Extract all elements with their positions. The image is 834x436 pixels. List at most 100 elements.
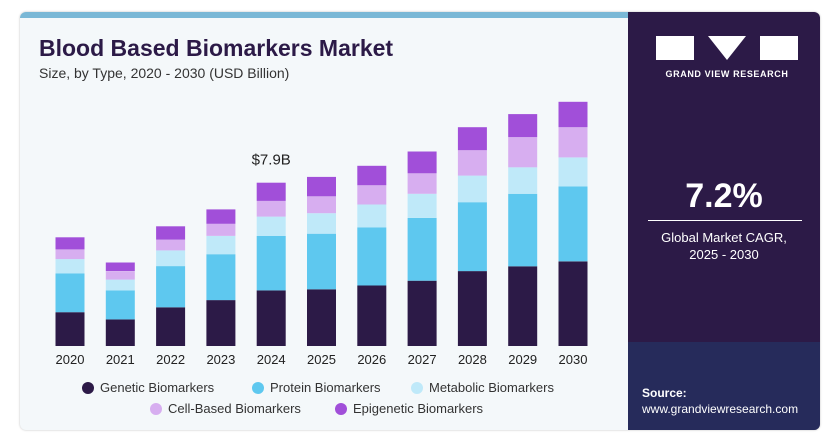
x-tick-label-2030: 2030 — [559, 352, 588, 367]
legend-swatch-cell-based — [150, 403, 162, 415]
bar-2022-metabolic-biomarkers — [156, 250, 186, 267]
chart-title: Blood Based Biomarkers Market — [39, 35, 394, 61]
bar-2028-genetic-biomarkers — [457, 271, 487, 346]
stacked-bar-chart: 2020 2021 2022 2023 2024 2025 2026 2027 2028 2029… — [55, 101, 588, 367]
legend-genetic: Genetic Biomarkers — [82, 380, 214, 395]
bar-2025-genetic-biomarkers — [307, 289, 336, 346]
bar-2024-metabolic-biomarkers — [256, 216, 286, 236]
bar-2030-protein-biomarkers — [558, 186, 588, 262]
x-tick-label-2022: 2022 — [156, 352, 185, 367]
legend-swatch-metabolic — [411, 382, 423, 394]
bar-2029-metabolic-biomarkers — [508, 167, 538, 194]
legend-label-metabolic: Metabolic Biomarkers — [429, 380, 554, 395]
bar-2026-epigenetic-biomarkers — [357, 165, 387, 186]
bar-2028-epigenetic-biomarkers — [457, 127, 487, 151]
cagr-value: 7.2% — [685, 177, 763, 215]
legend-label-genetic: Genetic Biomarkers — [100, 380, 215, 395]
logo-block-left — [656, 36, 694, 60]
bar-2022-cell-based-biomarkers — [156, 239, 186, 251]
bar-2021-protein-biomarkers — [105, 290, 135, 320]
bar-2026-protein-biomarkers — [357, 227, 387, 286]
bar-2024-cell-based-biomarkers — [256, 200, 286, 217]
bar-2027-protein-biomarkers — [407, 217, 437, 281]
bar-2028-metabolic-biomarkers — [457, 175, 487, 203]
legend-epigenetic: Epigenetic Biomarkers — [335, 401, 483, 416]
cagr-label: Global Market CAGR, 2025 - 2030 — [628, 229, 820, 263]
bar-2025-protein-biomarkers — [307, 233, 336, 290]
bar-2020-cell-based-biomarkers — [55, 249, 85, 260]
legend-metabolic: Metabolic Biomarkers — [411, 380, 554, 395]
bar-2023-protein-biomarkers — [206, 254, 236, 301]
bar-2021-cell-based-biomarkers — [105, 271, 135, 280]
x-tick-label-2021: 2021 — [106, 352, 135, 367]
legend-swatch-genetic — [82, 382, 94, 394]
bar-2029-epigenetic-biomarkers — [508, 114, 538, 138]
bar-2028-protein-biomarkers — [457, 202, 487, 272]
bar-2023-metabolic-biomarkers — [206, 236, 236, 255]
legend-swatch-protein — [252, 382, 264, 394]
bar-2025-metabolic-biomarkers — [307, 213, 336, 234]
bar-2026-metabolic-biomarkers — [357, 204, 387, 228]
infographic-card: Blood Based Biomarkers Market Size, by T… — [20, 12, 820, 430]
bar-2029-cell-based-biomarkers — [508, 137, 538, 168]
bar-2027-cell-based-biomarkers — [407, 173, 437, 194]
bar-2023-genetic-biomarkers — [206, 300, 236, 346]
x-tick-label-2028: 2028 — [458, 352, 487, 367]
bar-2028-cell-based-biomarkers — [457, 150, 487, 176]
logo-block-right — [760, 36, 798, 60]
cagr-label-line1: Global Market CAGR, — [661, 230, 787, 245]
cagr-divider — [648, 220, 802, 221]
bar-2020-epigenetic-biomarkers — [55, 237, 85, 250]
source-label: Source: — [642, 386, 687, 400]
bar-2030-genetic-biomarkers — [558, 261, 588, 346]
brand-name: GRAND VIEW RESEARCH — [665, 69, 789, 79]
bar-2027-metabolic-biomarkers — [407, 193, 437, 218]
chart-subtitle: Size, by Type, 2020 - 2030 (USD Billion) — [39, 65, 290, 81]
bar-2020-metabolic-biomarkers — [55, 259, 85, 274]
x-tick-label-2024: 2024 — [257, 352, 286, 367]
logo-block-middle — [708, 36, 746, 60]
bar-2021-genetic-biomarkers — [105, 319, 135, 346]
bar-2029-protein-biomarkers — [508, 193, 538, 267]
x-tick-label-2029: 2029 — [508, 352, 537, 367]
x-tick-label-2026: 2026 — [357, 352, 386, 367]
bar-2023-epigenetic-biomarkers — [206, 209, 236, 224]
top-accent-bar — [20, 12, 628, 18]
x-tick-label-2023: 2023 — [206, 352, 235, 367]
bar-2021-metabolic-biomarkers — [105, 279, 135, 291]
legend-cell-based: Cell-Based Biomarkers — [150, 401, 301, 416]
stats-panel: GRAND VIEW RESEARCH 7.2% Global Market C… — [628, 12, 820, 430]
bar-2021-epigenetic-biomarkers — [105, 262, 135, 271]
x-tick-label-2020: 2020 — [56, 352, 85, 367]
bar-2030-metabolic-biomarkers — [558, 157, 588, 187]
legend-label-cell-based: Cell-Based Biomarkers — [168, 401, 301, 416]
bar-2027-genetic-biomarkers — [407, 280, 437, 346]
bar-2022-genetic-biomarkers — [156, 307, 186, 346]
cagr-label-line2: 2025 - 2030 — [689, 247, 759, 262]
legend-protein: Protein Biomarkers — [252, 380, 381, 395]
source-background — [628, 342, 820, 430]
bar-2024-epigenetic-biomarkers — [256, 182, 286, 201]
bar-2029-genetic-biomarkers — [508, 266, 538, 346]
bar-2020-protein-biomarkers — [55, 273, 85, 313]
x-tick-label-2025: 2025 — [307, 352, 336, 367]
bar-2020-genetic-biomarkers — [55, 312, 85, 346]
bar-2026-genetic-biomarkers — [357, 285, 387, 346]
bar-2025-epigenetic-biomarkers — [307, 176, 336, 197]
bar-2022-epigenetic-biomarkers — [156, 226, 186, 240]
bar-2022-protein-biomarkers — [156, 266, 186, 308]
bar-2023-cell-based-biomarkers — [206, 223, 236, 236]
bar-2030-cell-based-biomarkers — [558, 127, 588, 158]
legend-label-protein: Protein Biomarkers — [270, 380, 381, 395]
bar-2024-protein-biomarkers — [256, 236, 286, 291]
data-label-2024: $7.9B — [252, 152, 291, 169]
bar-2030-epigenetic-biomarkers — [558, 101, 588, 128]
bar-2026-cell-based-biomarkers — [357, 185, 387, 205]
bar-2027-epigenetic-biomarkers — [407, 151, 437, 174]
bar-2024-genetic-biomarkers — [256, 290, 286, 346]
legend-swatch-epigenetic — [335, 403, 347, 415]
brand-logo: GRAND VIEW RESEARCH — [652, 36, 802, 96]
bar-2025-cell-based-biomarkers — [307, 196, 336, 214]
source-link[interactable]: www.grandviewresearch.com — [642, 402, 799, 416]
x-tick-label-2027: 2027 — [408, 352, 437, 367]
